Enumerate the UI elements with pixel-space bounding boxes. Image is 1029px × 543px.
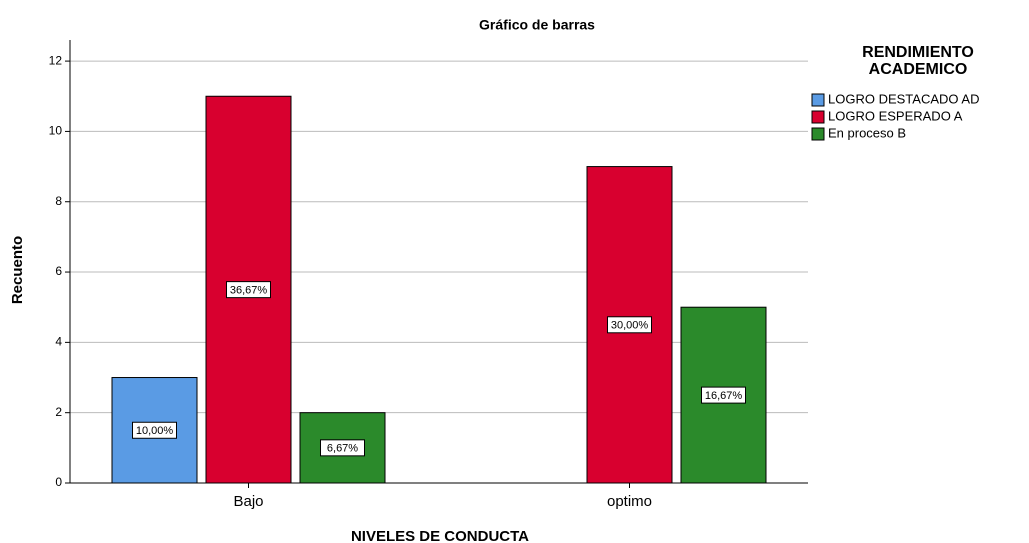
y-tick-label: 8 <box>55 194 62 208</box>
y-tick-label: 0 <box>55 475 62 489</box>
legend-label: LOGRO DESTACADO AD <box>828 91 979 106</box>
legend-swatch <box>811 127 825 141</box>
legend-title: RENDIMIENTO ACADEMICO <box>862 44 974 78</box>
y-tick-label: 4 <box>55 335 62 349</box>
legend-label: En proceso B <box>828 125 906 140</box>
value-label-box <box>226 281 271 299</box>
value-label-box <box>607 316 652 334</box>
legend-swatch <box>811 93 825 107</box>
chart-title: Gráfico de barras <box>479 17 595 33</box>
x-tick-label: optimo <box>607 493 652 510</box>
y-tick-label: 2 <box>55 405 62 419</box>
y-tick-label: 6 <box>55 264 62 278</box>
value-label-box <box>701 386 746 404</box>
legend-label: LOGRO ESPERADO A <box>828 108 963 123</box>
y-axis-label: Recuento <box>9 236 26 304</box>
legend-swatch <box>811 110 825 124</box>
x-axis-label: NIVELES DE CONDUCTA <box>351 528 529 543</box>
value-label: 16,67% <box>705 390 743 402</box>
value-label-box <box>132 421 177 439</box>
value-label: 6,67% <box>327 443 358 455</box>
value-label: 36,67% <box>230 285 268 297</box>
x-tick-label: Bajo <box>233 493 263 510</box>
value-label: 10,00% <box>136 425 174 437</box>
value-label-box <box>320 439 365 457</box>
y-tick-label: 12 <box>49 53 63 67</box>
y-tick-label: 10 <box>49 124 63 138</box>
value-label: 30,00% <box>611 320 649 332</box>
